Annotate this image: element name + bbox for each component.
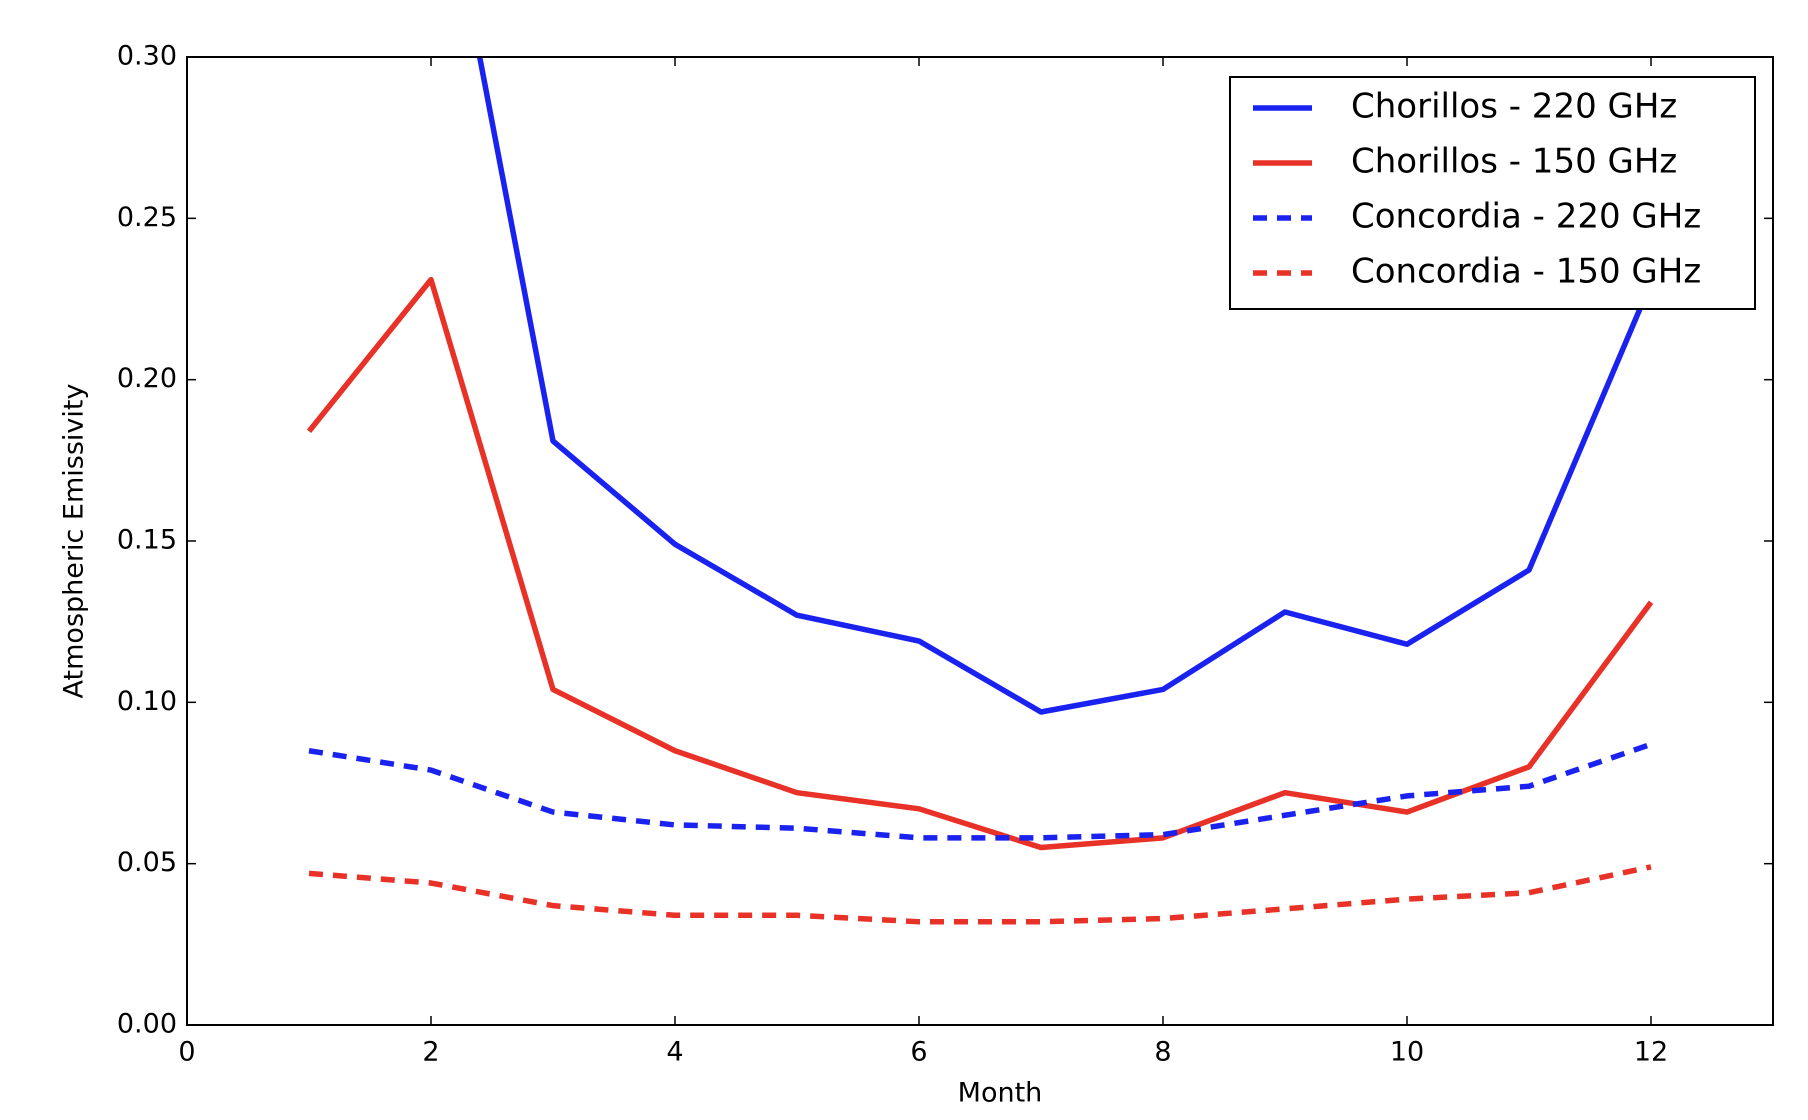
legend-label: Concordia - 150 GHz bbox=[1351, 252, 1701, 292]
series-line bbox=[308, 741, 1652, 841]
y-axis-label: Atmospheric Emissivity bbox=[59, 384, 90, 699]
series-line bbox=[306, 276, 1654, 851]
series-line bbox=[308, 864, 1652, 925]
x-tick-label: 10 bbox=[1390, 1037, 1424, 1068]
legend-box bbox=[1229, 76, 1756, 310]
series-line bbox=[476, 57, 1654, 715]
legend-label: Chorillos - 220 GHz bbox=[1351, 87, 1677, 127]
y-tick-label: 0.25 bbox=[117, 202, 177, 233]
x-tick-label: 4 bbox=[666, 1037, 683, 1068]
y-tick-label: 0.30 bbox=[117, 41, 177, 72]
plot-lines bbox=[306, 57, 1654, 925]
x-tick-label: 6 bbox=[910, 1037, 927, 1068]
y-tick-label: 0.15 bbox=[117, 525, 177, 556]
x-tick-label: 8 bbox=[1154, 1037, 1171, 1068]
legend-label: Concordia - 220 GHz bbox=[1351, 197, 1701, 237]
legend-label: Chorillos - 150 GHz bbox=[1351, 142, 1677, 182]
x-tick-label: 2 bbox=[422, 1037, 439, 1068]
y-tick-label: 0.05 bbox=[117, 847, 177, 878]
y-tick-label: 0.10 bbox=[117, 686, 177, 717]
y-tick-label: 0.20 bbox=[117, 363, 177, 394]
y-tick-label: 0.00 bbox=[117, 1009, 177, 1040]
x-tick-label: 12 bbox=[1634, 1037, 1668, 1068]
x-axis-label: Month bbox=[958, 1078, 1043, 1109]
plot-frame bbox=[186, 56, 1774, 1026]
x-tick-label: 0 bbox=[178, 1037, 195, 1068]
